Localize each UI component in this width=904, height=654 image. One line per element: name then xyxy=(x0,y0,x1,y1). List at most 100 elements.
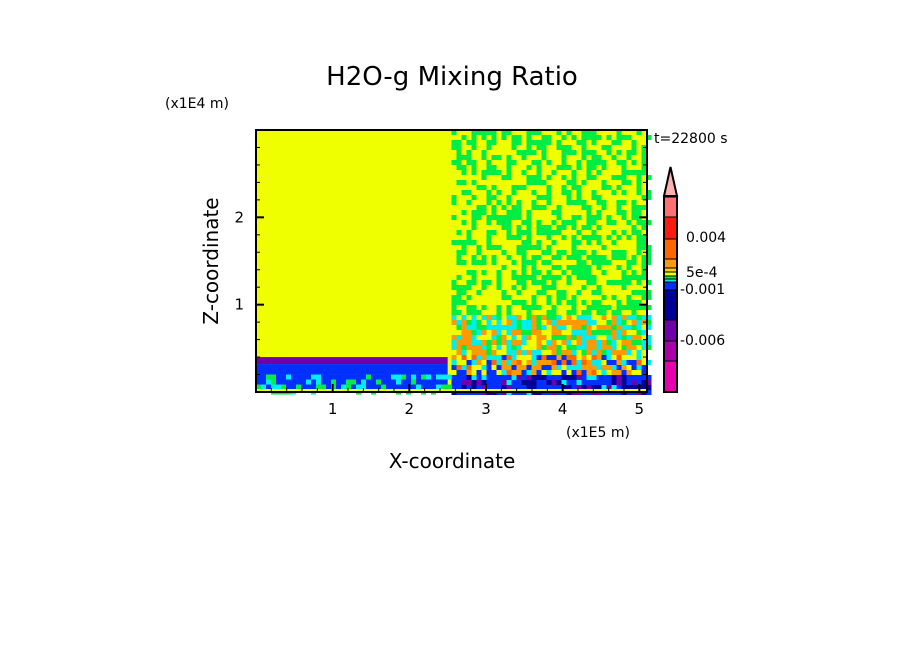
field-cell xyxy=(526,165,532,170)
field-cell xyxy=(606,135,612,140)
field-cell xyxy=(596,375,602,380)
field-cell xyxy=(521,380,527,385)
field-cell xyxy=(616,250,622,255)
field-cell xyxy=(381,384,386,390)
field-cell xyxy=(571,180,577,185)
field-cell xyxy=(546,285,552,290)
field-cell xyxy=(631,310,637,315)
field-cell xyxy=(511,370,517,375)
field-cell xyxy=(366,374,371,380)
field-cell xyxy=(576,320,582,325)
field-cell xyxy=(496,365,502,370)
field-cell xyxy=(266,374,271,380)
field-cell xyxy=(621,370,627,375)
field-cell xyxy=(481,340,487,345)
field-cell xyxy=(626,340,632,345)
field-cell xyxy=(546,185,552,190)
field-cell xyxy=(536,230,542,235)
field-cell xyxy=(591,165,597,170)
field-cell xyxy=(536,225,542,230)
field-cell xyxy=(411,379,416,385)
field-cell xyxy=(621,320,627,325)
field-cell xyxy=(486,280,492,285)
colorbar-segment xyxy=(663,238,678,260)
field-cell xyxy=(541,145,547,150)
field-cell xyxy=(561,360,567,365)
field-cell xyxy=(646,340,652,345)
field-cell xyxy=(571,360,577,365)
field-cell xyxy=(631,255,637,260)
y-unit-label: (x1E4 m) xyxy=(165,96,229,112)
field-cell xyxy=(491,330,497,335)
field-cell xyxy=(601,325,607,330)
field-cell xyxy=(536,160,542,165)
field-cell xyxy=(581,145,587,150)
field-cell xyxy=(591,370,597,375)
field-cell xyxy=(616,235,622,240)
field-cell xyxy=(596,235,602,240)
field-cell xyxy=(591,365,597,370)
field-cell xyxy=(596,195,602,200)
field-cell xyxy=(546,245,552,250)
field-cell xyxy=(631,140,637,145)
field-cell xyxy=(606,145,612,150)
field-cell xyxy=(561,385,567,390)
field-cell xyxy=(586,305,592,310)
field-cell xyxy=(471,210,477,215)
field-cell xyxy=(526,235,532,240)
field-cell xyxy=(631,150,637,155)
field-cell xyxy=(591,290,597,295)
field-cell xyxy=(506,210,512,215)
field-cell xyxy=(596,285,602,290)
field-cell xyxy=(526,310,532,315)
field-cell xyxy=(586,225,592,230)
field-cell xyxy=(496,315,502,320)
field-cell xyxy=(591,235,597,240)
field-cell xyxy=(601,375,607,380)
field-cell xyxy=(526,365,532,370)
field-cell xyxy=(451,315,457,320)
field-cell xyxy=(486,325,492,330)
field-cell xyxy=(571,235,577,240)
field-cell xyxy=(581,300,587,305)
colorbar-segment xyxy=(663,340,678,362)
field-cell xyxy=(611,280,617,285)
field-cell xyxy=(496,220,502,225)
field-cell xyxy=(596,330,602,335)
field-cell xyxy=(501,225,507,230)
field-cell xyxy=(641,340,647,345)
field-cell xyxy=(476,130,482,135)
field-cell xyxy=(466,140,472,145)
field-cell xyxy=(596,380,602,385)
field-cell xyxy=(481,350,487,355)
field-cell xyxy=(556,290,562,295)
field-cell xyxy=(566,340,572,345)
field-cell xyxy=(631,380,637,385)
field-cell xyxy=(536,290,542,295)
field-cell xyxy=(376,379,381,385)
field-cell xyxy=(581,325,587,330)
field-cell xyxy=(361,384,366,390)
field-cell xyxy=(491,350,497,355)
field-cell xyxy=(451,295,457,300)
field-cell xyxy=(481,330,487,335)
field-cell xyxy=(631,205,637,210)
field-cell xyxy=(496,305,502,310)
field-cell xyxy=(556,365,562,370)
field-cell xyxy=(506,310,512,315)
field-cell xyxy=(506,330,512,335)
field-cell xyxy=(451,355,457,360)
field-cell xyxy=(616,385,622,390)
field-cell xyxy=(546,360,552,365)
field-cell xyxy=(451,285,457,290)
field-cell xyxy=(456,150,462,155)
field-cell xyxy=(456,300,462,305)
field-cell xyxy=(646,385,652,390)
field-cell xyxy=(621,280,627,285)
field-cell xyxy=(501,355,507,360)
field-cell xyxy=(636,380,642,385)
field-cell xyxy=(626,135,632,140)
field-cell xyxy=(606,220,612,225)
field-cell xyxy=(506,170,512,175)
